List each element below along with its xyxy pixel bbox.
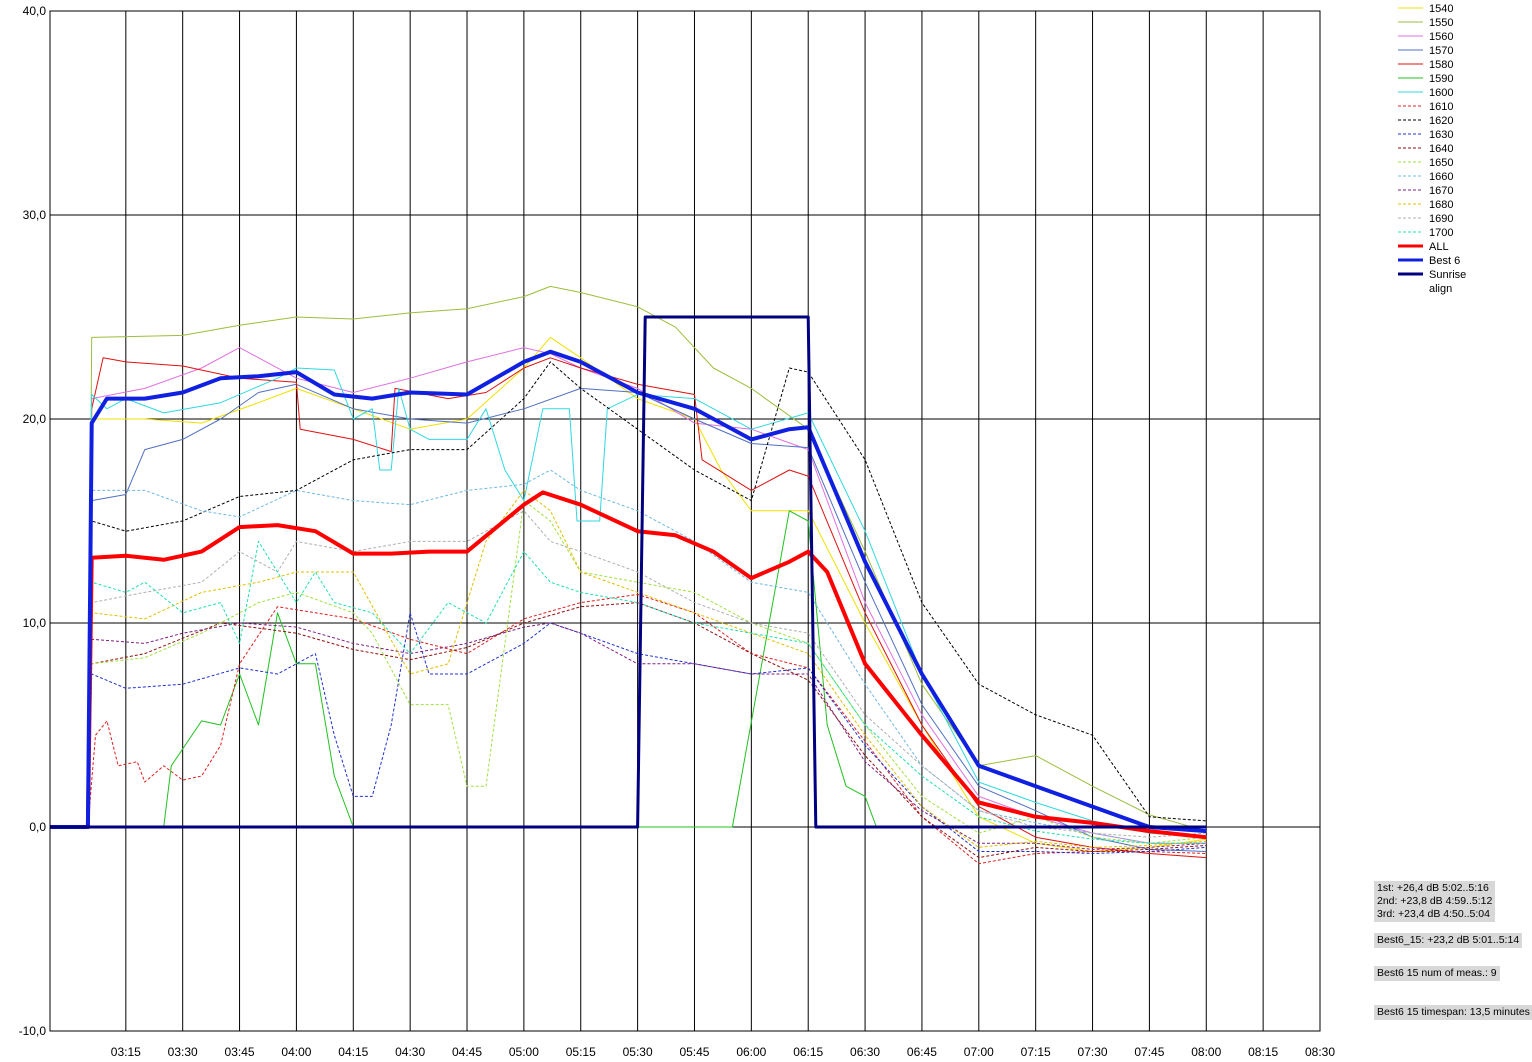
- series-line-sunrise-align: [50, 315, 1207, 829]
- y-tick-label: 0,0: [29, 820, 46, 834]
- legend-label: 1690: [1429, 213, 1453, 225]
- legend-label: align: [1429, 283, 1452, 295]
- series-line-1630: [50, 612, 1207, 854]
- legend-label: 1580: [1429, 59, 1453, 71]
- y-axis-ticks: 40,0 30,0 20,0 10,0 0,0 -10,0: [19, 4, 47, 1038]
- legend-label: 1670: [1429, 185, 1453, 197]
- series-group: [50, 285, 1207, 865]
- x-tick-label: 03:15: [111, 1045, 141, 1059]
- stat-box: Best6_15: +23,2 dB 5:01..5:14: [1374, 933, 1523, 948]
- legend-label: 1550: [1429, 17, 1453, 29]
- y-tick-label: 10,0: [23, 616, 47, 630]
- series-line-1550: [50, 285, 1207, 832]
- series-line-1670: [50, 622, 1207, 850]
- x-tick-label: 03:30: [168, 1045, 198, 1059]
- stat-line: 1st: +26,4 dB 5:02..5:16: [1377, 882, 1489, 894]
- x-tick-label: 05:15: [566, 1045, 596, 1059]
- legend-label: 1680: [1429, 199, 1453, 211]
- x-tick-label: 04:30: [395, 1045, 425, 1059]
- legend-label: 1600: [1429, 87, 1453, 99]
- x-tick-label: 03:45: [225, 1045, 255, 1059]
- series-line-1700: [50, 540, 1207, 844]
- x-tick-label: 07:45: [1134, 1045, 1164, 1059]
- series-line-1620: [50, 361, 1207, 828]
- stat-box: 1st: +26,4 dB 5:02..5:16 2nd: +23,8 dB 4:…: [1374, 881, 1496, 922]
- x-tick-label: 08:00: [1191, 1045, 1221, 1059]
- series-line-1610: [50, 593, 1207, 865]
- stat-line: Best6_15: +23,2 dB 5:01..5:14: [1377, 934, 1520, 946]
- y-tick-label: 20,0: [23, 412, 47, 426]
- x-tick-label: 08:30: [1305, 1045, 1335, 1059]
- x-tick-label: 07:15: [1021, 1045, 1051, 1059]
- stat-box: Best6 15 timespan: 13,5 minutes: [1374, 1005, 1532, 1020]
- series-line-1590: [50, 510, 1207, 828]
- series-line-1690: [50, 510, 1207, 838]
- x-tick-label: 06:00: [736, 1045, 766, 1059]
- y-tick-label: 40,0: [23, 4, 47, 18]
- legend: 1540 1550 1560 1570 1580 1590 1600 1610 1620 1630…: [1398, 3, 1466, 295]
- series-line-1660: [50, 469, 1207, 844]
- legend-label: 1650: [1429, 157, 1453, 169]
- stat-line: Best6 15 num of meas.: 9: [1377, 967, 1497, 979]
- series-line-1560: [50, 347, 1207, 844]
- x-tick-label: 05:45: [679, 1045, 709, 1059]
- x-tick-label: 04:15: [338, 1045, 368, 1059]
- x-tick-label: 07:30: [1078, 1045, 1108, 1059]
- x-tick-label: 04:45: [452, 1045, 482, 1059]
- x-tick-label: 08:15: [1248, 1045, 1278, 1059]
- x-tick-label: 05:30: [623, 1045, 653, 1059]
- legend-label: 1640: [1429, 143, 1453, 155]
- x-tick-label: 04:00: [281, 1045, 311, 1059]
- legend-label: ALL: [1429, 241, 1449, 253]
- legend-label: 1560: [1429, 31, 1453, 43]
- x-tick-label: 07:00: [964, 1045, 994, 1059]
- series-line-1650: [50, 500, 1207, 844]
- stat-line: Best6 15 timespan: 13,5 minutes: [1377, 1006, 1530, 1018]
- series-line-1600: [50, 367, 1207, 838]
- plot-border: [49, 10, 1321, 1032]
- x-tick-label: 06:15: [793, 1045, 823, 1059]
- legend-label: 1590: [1429, 73, 1453, 85]
- legend-label: 1660: [1429, 171, 1453, 183]
- x-tick-label: 06:30: [850, 1045, 880, 1059]
- stat-line: 2nd: +23,8 dB 4:59..5:12: [1377, 895, 1493, 907]
- series-line-best-6: [50, 349, 1207, 834]
- stat-line: 3rd: +23,4 dB 4:50..5:04: [1377, 908, 1490, 920]
- legend-label: 1630: [1429, 129, 1453, 141]
- series-line-1640: [50, 602, 1207, 859]
- legend-label: 1570: [1429, 45, 1453, 57]
- y-tick-label: 30,0: [23, 208, 47, 222]
- legend-label: 1540: [1429, 3, 1453, 15]
- series-line-1580: [50, 357, 1207, 859]
- legend-label: 1610: [1429, 101, 1453, 113]
- legend-label: Sunrise: [1429, 269, 1466, 281]
- series-line-1570: [50, 383, 1207, 852]
- x-axis-ticks: 03:15 03:30 03:45 04:00 04:15 04:30 04:45 05:00…: [111, 1045, 1336, 1059]
- x-tick-label: 05:00: [509, 1045, 539, 1059]
- series-line-all: [50, 490, 1207, 840]
- plot-area: [50, 11, 1320, 1031]
- stat-box: Best6 15 num of meas.: 9: [1374, 966, 1500, 981]
- legend-label: 1620: [1429, 115, 1453, 127]
- legend-label: 1700: [1429, 227, 1453, 239]
- x-tick-label: 06:45: [907, 1045, 937, 1059]
- legend-label: Best 6: [1429, 255, 1460, 267]
- y-tick-label: -10,0: [19, 1024, 47, 1038]
